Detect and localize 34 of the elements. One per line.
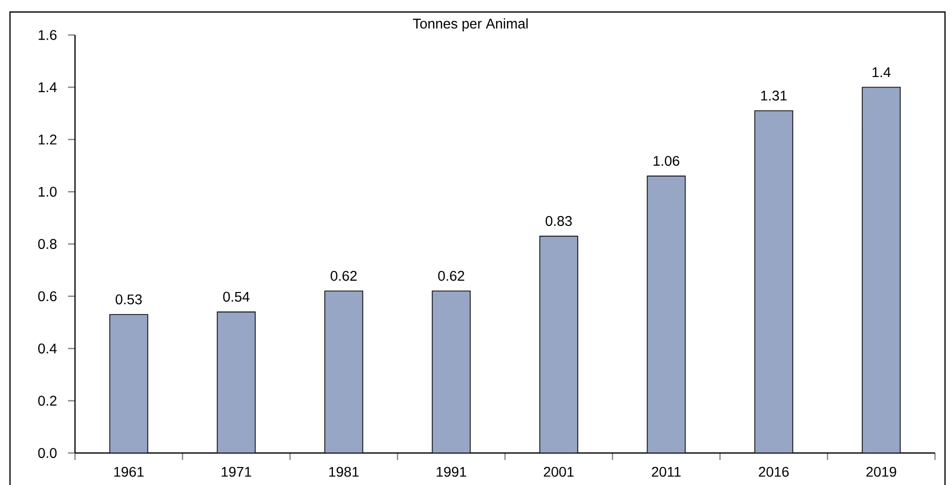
x-tick-label: 1961 [114,466,144,477]
data-label: 1.4 [872,67,891,78]
x-tick-label: 2011 [652,466,681,477]
bar [432,290,471,453]
y-tick-label: 0.2 [38,396,56,406]
y-tick-label: 0.6 [38,291,57,302]
data-label: 1.06 [654,156,680,166]
data-label: 0.62 [330,270,357,281]
data-label: 0.53 [116,294,142,304]
bar [539,236,578,453]
y-tick-label: 1.6 [38,30,57,40]
y-tick-label: 1.4 [38,82,57,92]
data-label: 0.83 [546,216,572,226]
x-tick-label: 2019 [866,466,896,477]
y-tick-label: 0.8 [38,239,57,249]
bar [646,176,686,453]
chart-title: Tonnes per Animal [412,18,528,32]
bar [324,290,364,453]
y-tick-label: 0.4 [38,344,57,354]
data-label: 0.54 [223,292,250,302]
y-tick-label: 0.0 [38,448,57,458]
bar [862,86,901,453]
x-tick-label: 1991 [436,466,466,477]
y-tick-label: 1.2 [38,134,56,144]
data-label: 0.62 [438,270,464,281]
x-tick-label: 2001 [544,466,574,477]
bar [109,314,148,453]
x-tick-label: 1971 [222,466,252,477]
data-label: 1.31 [761,90,787,101]
x-tick-label: 2016 [758,466,789,477]
x-tick-label: 1981 [329,466,359,477]
bar [216,312,256,453]
y-tick-label: 1.0 [38,186,57,197]
bar [754,110,794,453]
